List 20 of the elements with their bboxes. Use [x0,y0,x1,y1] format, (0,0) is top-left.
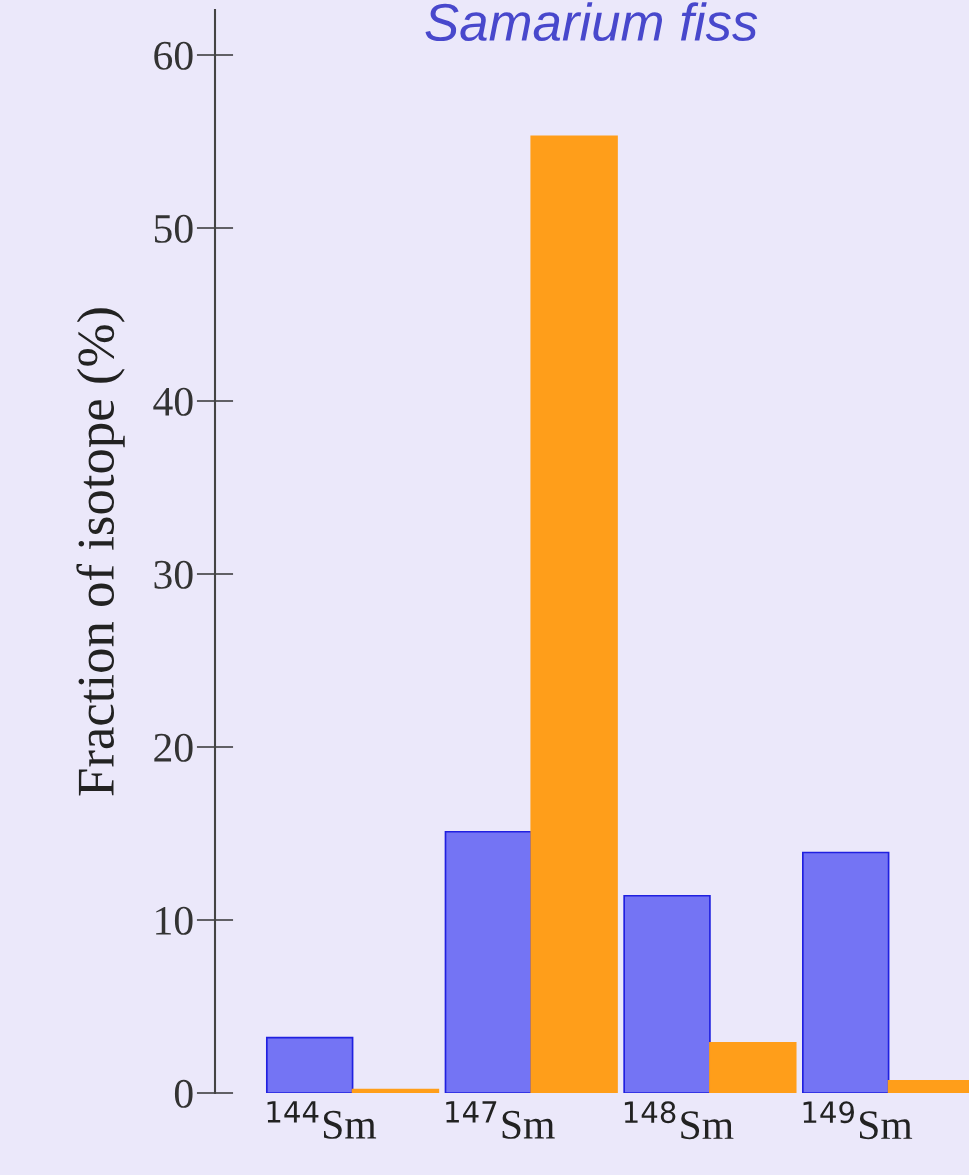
y-tick-label: 60 [154,41,193,70]
y-axis-title: Fraction of isotope (%) [76,308,125,796]
bar [351,1088,440,1093]
x-tick-label: $^{147}$Sm [446,1101,555,1139]
y-tick-label: 20 [154,733,193,762]
x-tick-label: $^{144}$Sm [267,1101,377,1139]
y-tick-label: 0 [174,1079,193,1108]
y-tick-label: 30 [154,560,193,589]
x-tick-label: $^{148}$Sm [624,1101,734,1140]
bar [265,1036,354,1093]
y-tick-label: 40 [153,387,193,416]
bar [444,830,533,1093]
x-tick-label: $^{149}$Sm [803,1101,913,1140]
y-tick-label: 50 [154,214,193,243]
chart-title: Samarium fiss [425,2,758,42]
y-tick-label: 10 [156,906,193,935]
bar [709,1041,797,1093]
bar [530,135,618,1093]
bar [623,894,711,1093]
bar [801,851,890,1093]
